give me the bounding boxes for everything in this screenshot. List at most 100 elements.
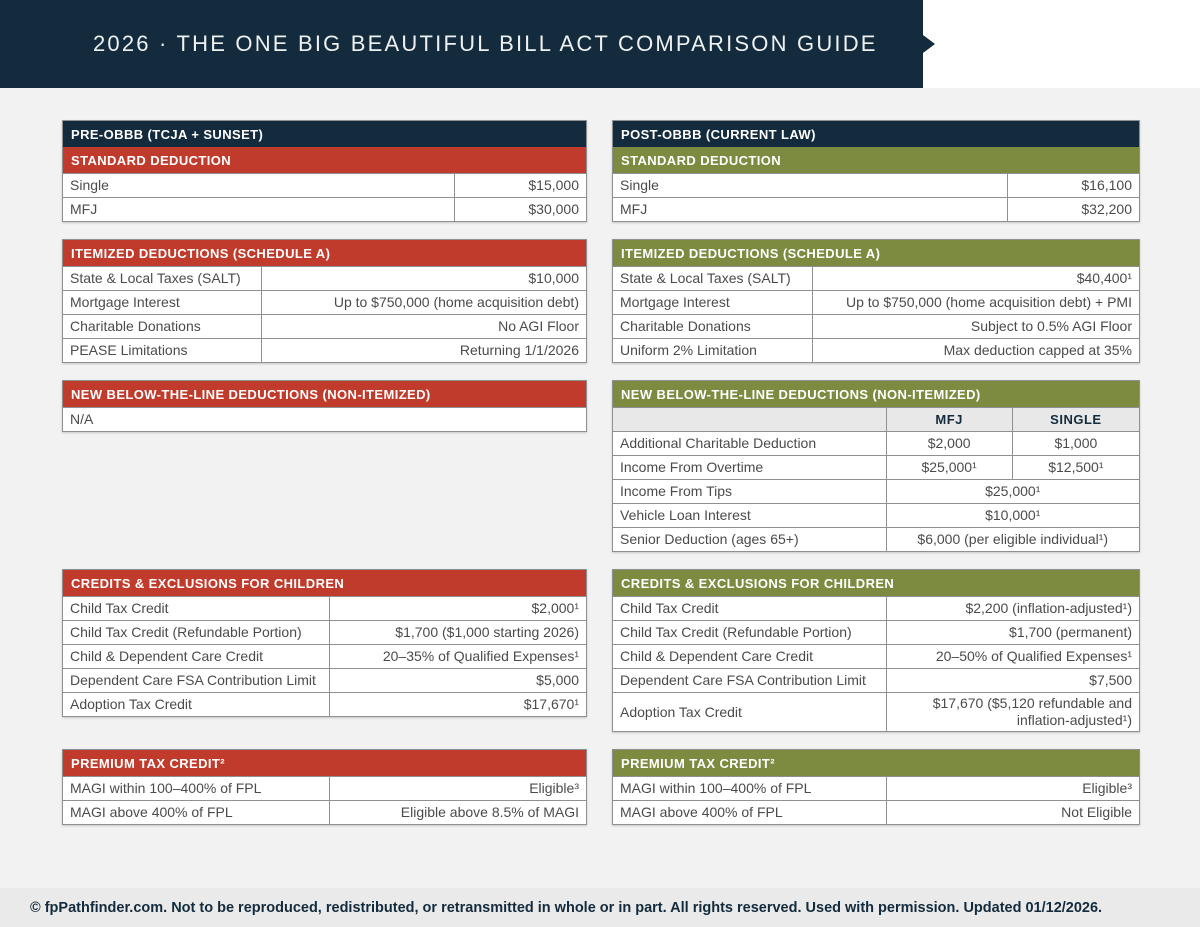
table-row: Child Tax Credit (Refundable Portion) $1,… [63, 620, 586, 644]
row-value: $17,670 ($5,120 refundable and inflation… [932, 695, 1132, 729]
pre-obbb-band-2: ITEMIZED DEDUCTIONS (SCHEDULE A) State & … [62, 239, 587, 363]
row-value: $10,000¹ [985, 506, 1041, 523]
table-row: Additional Charitable Deduction $2,000 $1,… [613, 431, 1139, 455]
row-label: Mortgage Interest [613, 291, 813, 314]
post-obbb-band-4: CREDITS & EXCLUSIONS FOR CHILDREN Child T… [612, 569, 1140, 733]
row-label: State & Local Taxes (SALT) [63, 267, 262, 290]
section-header-main: PRE-OBBB (TCJA + SUNSET) [63, 121, 586, 147]
column-header-row: MFJ SINGLE [613, 407, 1139, 431]
row-value: Returning 1/1/2026 [459, 341, 579, 358]
table-row: Child & Dependent Care Credit 20–35% of Q… [63, 644, 586, 668]
row-value: $1,700 ($1,000 starting 2026) [395, 623, 579, 640]
pre-obbb-table-5: PREMIUM TAX CREDIT² MAGI within 100–400% … [62, 749, 587, 826]
table-row: MAGI within 100–400% of FPL Eligible³ [63, 776, 586, 801]
table-row: Income From Tips $25,000¹ [613, 479, 1139, 503]
row-label: Child Tax Credit [63, 597, 330, 620]
row-value: 20–50% of Qualified Expenses¹ [935, 647, 1132, 664]
section-header: ITEMIZED DEDUCTIONS (SCHEDULE A) [63, 240, 586, 266]
row-value: $25,000¹ [887, 456, 1013, 479]
section-header: STANDARD DEDUCTION [63, 147, 586, 173]
row-label: Income From Tips [613, 480, 887, 503]
row-label: MAGI above 400% of FPL [63, 801, 330, 825]
row-value: Eligible above 8.5% of MAGI [400, 804, 579, 821]
table-row: Dependent Care FSA Contribution Limit $7,… [613, 668, 1139, 692]
table-row: Mortgage Interest Up to $750,000 (home ac… [613, 290, 1139, 314]
table-row: Child Tax Credit $2,200 (inflation-adjust… [613, 596, 1139, 620]
row-label: Vehicle Loan Interest [613, 504, 887, 527]
section-header: NEW BELOW-THE-LINE DEDUCTIONS (NON-ITEMI… [613, 381, 1139, 407]
row-value: Not Eligible [1061, 804, 1132, 821]
table-row: MAGI above 400% of FPL Not Eligible [613, 800, 1139, 825]
row-label: Charitable Donations [63, 315, 262, 338]
post-obbb-table-5: PREMIUM TAX CREDIT² MAGI within 100–400% … [612, 749, 1140, 826]
row-label: Child & Dependent Care Credit [613, 645, 887, 668]
table-row: MFJ $32,200 [613, 197, 1139, 221]
row-label: Charitable Donations [613, 315, 813, 338]
post-obbb-band-5: PREMIUM TAX CREDIT² MAGI within 100–400% … [612, 749, 1140, 826]
section-header: ITEMIZED DEDUCTIONS (SCHEDULE A) [613, 240, 1139, 266]
table-row: Single $16,100 [613, 173, 1139, 197]
section-header: PREMIUM TAX CREDIT² [63, 750, 586, 777]
table-row: State & Local Taxes (SALT) $10,000 [63, 266, 586, 290]
row-label: Single [613, 174, 1008, 197]
table-row: Child Tax Credit $2,000¹ [63, 596, 586, 620]
post-obbb-band-2: ITEMIZED DEDUCTIONS (SCHEDULE A) State & … [612, 239, 1140, 363]
column-header: SINGLE [1012, 408, 1139, 431]
row-value: $1,000 [1054, 434, 1098, 451]
copyright-text: © fpPathfinder.com. Not to be reproduced… [30, 899, 1103, 916]
section-header: CREDITS & EXCLUSIONS FOR CHILDREN [613, 570, 1139, 596]
row-label: Senior Deduction (ages 65+) [613, 528, 887, 551]
row-value: $2,000¹ [531, 599, 579, 616]
row-value: $40,400¹ [1076, 269, 1132, 286]
comparison-grid: PRE-OBBB (TCJA + SUNSET) STANDARD DEDUCTI… [62, 120, 1140, 826]
page-title: 2026 · THE ONE BIG BEAUTIFUL BILL ACT CO… [93, 31, 878, 56]
section-header: STANDARD DEDUCTION [613, 147, 1139, 173]
row-label: MAGI within 100–400% of FPL [613, 777, 887, 801]
row-value: Up to $750,000 (home acquisition debt) [333, 293, 579, 310]
row-value: $25,000¹ [985, 482, 1041, 499]
section-header-main: POST-OBBB (CURRENT LAW) [613, 121, 1139, 147]
row-label: Mortgage Interest [63, 291, 262, 314]
column-header: MFJ [886, 408, 1013, 431]
header-bar: 2026 · THE ONE BIG BEAUTIFUL BILL ACT CO… [0, 0, 1200, 88]
row-label: Single [63, 174, 456, 197]
header-fill: 2026 · THE ONE BIG BEAUTIFUL BILL ACT CO… [0, 0, 935, 88]
pre-obbb-band-5: PREMIUM TAX CREDIT² MAGI within 100–400% … [62, 749, 587, 826]
pre-obbb-band-1: PRE-OBBB (TCJA + SUNSET) STANDARD DEDUCTI… [62, 120, 587, 222]
row-label: MAGI within 100–400% of FPL [63, 777, 330, 801]
row-value: $2,200 (inflation-adjusted¹) [965, 599, 1132, 616]
table-row: Charitable Donations Subject to 0.5% AGI … [613, 314, 1139, 338]
table-row: MAGI within 100–400% of FPL Eligible³ [613, 776, 1139, 801]
row-value: Up to $750,000 (home acquisition debt) +… [845, 293, 1132, 310]
post-obbb-table-2: ITEMIZED DEDUCTIONS (SCHEDULE A) State & … [612, 239, 1140, 363]
table-row: Vehicle Loan Interest $10,000¹ [613, 503, 1139, 527]
row-value: No AGI Floor [498, 317, 579, 334]
table-row: PEASE Limitations Returning 1/1/2026 [63, 338, 586, 362]
row-value: 20–35% of Qualified Expenses¹ [382, 647, 579, 664]
row-label: Child & Dependent Care Credit [63, 645, 330, 668]
row-label: Child Tax Credit (Refundable Portion) [63, 621, 330, 644]
post-obbb-table-3: NEW BELOW-THE-LINE DEDUCTIONS (NON-ITEMI… [612, 380, 1140, 552]
table-row: Adoption Tax Credit $17,670 ($5,120 refun… [613, 692, 1139, 732]
table-row: Single $15,000 [63, 173, 586, 197]
row-label: Uniform 2% Limitation [613, 339, 813, 362]
pre-obbb-table-4: CREDITS & EXCLUSIONS FOR CHILDREN Child T… [62, 569, 587, 717]
pre-obbb-band-3: NEW BELOW-THE-LINE DEDUCTIONS (NON-ITEMI… [62, 380, 587, 432]
table-row: Senior Deduction (ages 65+) $6,000 (per e… [613, 527, 1139, 551]
table-row: Adoption Tax Credit $17,670¹ [63, 692, 586, 716]
row-value: N/A [70, 410, 94, 427]
row-label: Additional Charitable Deduction [613, 432, 887, 455]
row-label: MFJ [613, 198, 1008, 221]
table-row: Child & Dependent Care Credit 20–50% of Q… [613, 644, 1139, 668]
row-value: $30,000 [528, 200, 579, 217]
row-label: Dependent Care FSA Contribution Limit [63, 669, 330, 692]
row-label: Adoption Tax Credit [63, 693, 330, 716]
row-label: State & Local Taxes (SALT) [613, 267, 813, 290]
section-header: PREMIUM TAX CREDIT² [613, 750, 1139, 777]
row-value: Subject to 0.5% AGI Floor [970, 317, 1132, 334]
row-value: Eligible³ [529, 780, 579, 797]
row-value: $12,500¹ [1048, 458, 1104, 475]
row-value: $10,000 [528, 269, 579, 286]
table-row: MAGI above 400% of FPL Eligible above 8.5… [63, 800, 586, 825]
table-row: Mortgage Interest Up to $750,000 (home ac… [63, 290, 586, 314]
